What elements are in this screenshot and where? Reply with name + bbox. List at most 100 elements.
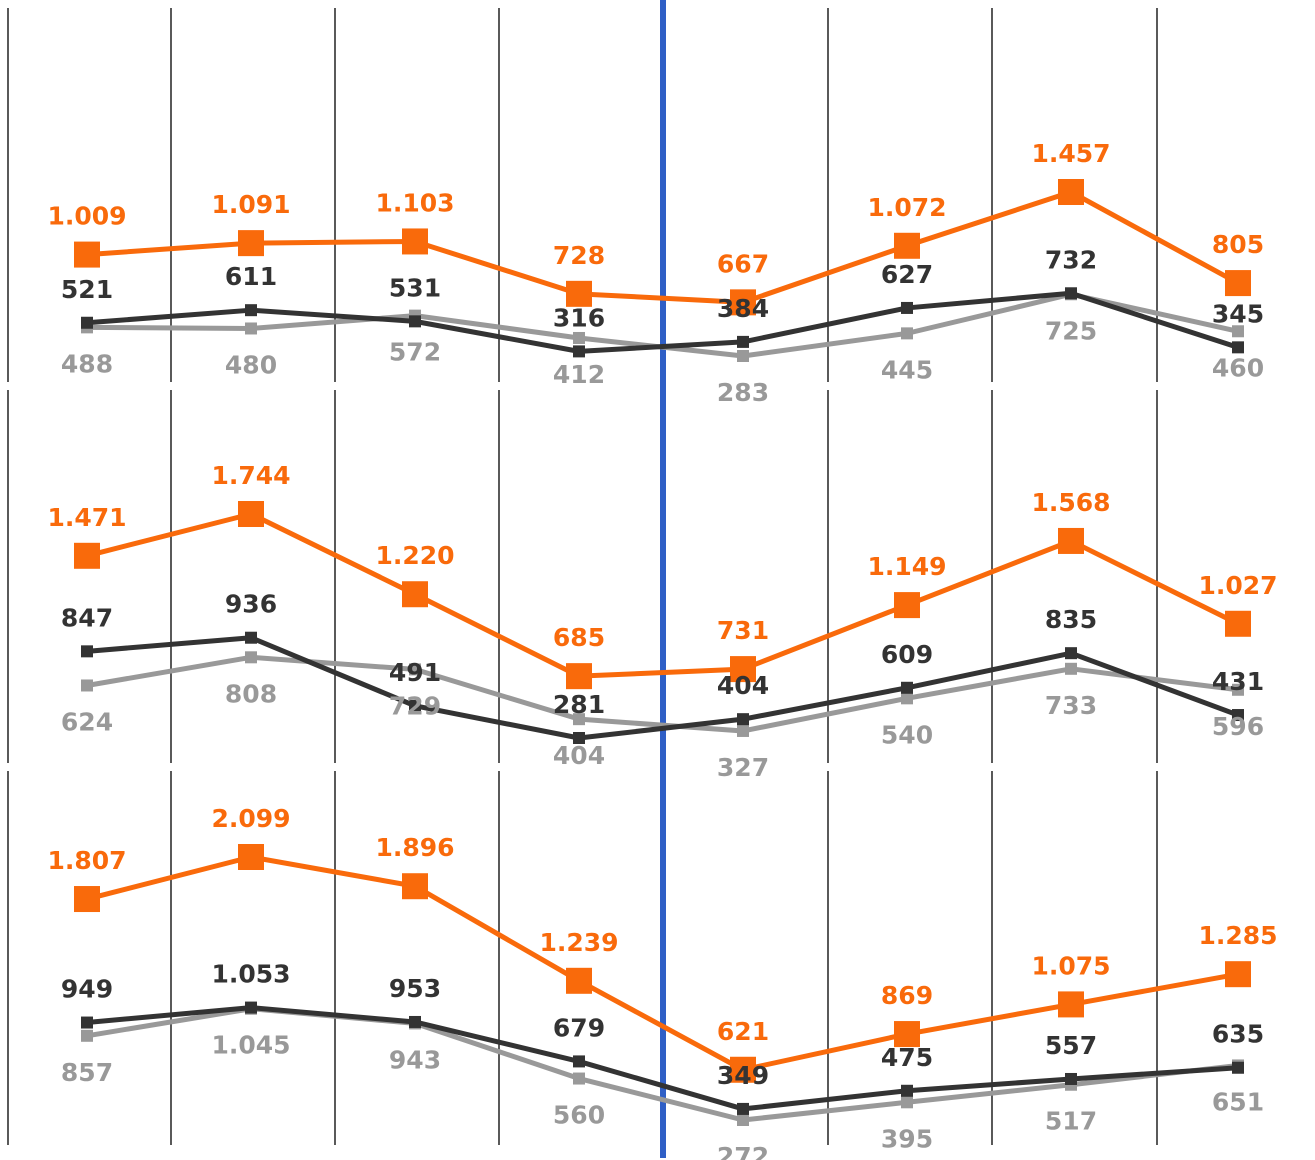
label-orange-panel-2-3: 1.220 [375, 541, 454, 570]
label-gray-panel-2-3: 729 [389, 691, 441, 720]
label-gray-panel-2-2: 808 [225, 679, 277, 708]
point-dark-panel-1-3 [409, 315, 421, 328]
label-dark-panel-3-8: 635 [1212, 1020, 1264, 1049]
point-dark-panel-2-8 [1232, 709, 1244, 722]
label-gray-panel-2-6: 540 [881, 720, 933, 749]
point-dark-panel-2-3 [409, 699, 421, 712]
point-dark-panel-1-5 [737, 335, 749, 348]
label-gray-panel-3-5: 272 [717, 1142, 769, 1160]
label-orange-panel-3-7: 1.075 [1031, 951, 1110, 980]
label-orange-panel-1-1: 1.009 [47, 202, 126, 231]
point-gray-panel-3-5 [737, 1114, 749, 1126]
label-gray-panel-2-1: 624 [61, 707, 113, 736]
label-dark-panel-2-8: 431 [1212, 667, 1264, 696]
point-orange-panel-2-6 [894, 592, 920, 619]
label-dark-panel-1-2: 611 [225, 262, 277, 291]
label-orange-panel-1-3: 1.103 [375, 188, 454, 217]
label-orange-panel-3-3: 1.896 [375, 833, 454, 862]
series-line-dark-panel-1 [86, 290, 1239, 354]
label-gray-panel-2-4: 404 [553, 741, 605, 770]
point-orange-panel-3-6 [894, 1021, 920, 1048]
label-dark-panel-2-4: 281 [553, 690, 605, 719]
point-orange-panel-3-7 [1058, 991, 1084, 1018]
point-gray-panel-3-4 [573, 1072, 585, 1085]
label-dark-panel-2-1: 847 [61, 603, 113, 632]
point-dark-panel-2-7 [1065, 647, 1077, 660]
label-orange-panel-2-5: 731 [717, 616, 769, 645]
label-dark-panel-3-6: 475 [881, 1043, 933, 1072]
label-gray-panel-1-4: 412 [553, 360, 605, 389]
point-dark-panel-1-6 [901, 301, 913, 314]
label-gray-panel-1-3: 572 [389, 338, 441, 367]
point-gray-panel-2-2 [245, 651, 257, 664]
label-gray-panel-2-7: 733 [1045, 691, 1097, 720]
series-layer [74, 179, 1251, 1126]
label-gray-panel-1-5: 283 [717, 378, 769, 407]
point-gray-panel-1-4 [573, 331, 585, 344]
label-orange-panel-2-1: 1.471 [47, 503, 126, 532]
divider [660, 0, 666, 1158]
point-gray-panel-2-7 [1065, 662, 1077, 675]
point-orange-panel-1-8 [1225, 270, 1251, 297]
label-dark-panel-2-6: 609 [881, 640, 933, 669]
point-orange-panel-2-8 [1225, 610, 1251, 637]
label-dark-panel-1-5: 384 [717, 294, 769, 323]
point-orange-panel-1-6 [894, 232, 920, 259]
point-orange-panel-3-8 [1225, 961, 1251, 988]
point-orange-panel-3-2 [238, 844, 264, 870]
series-line-gray-panel-2 [86, 654, 1239, 734]
point-dark-panel-3-1 [81, 1016, 93, 1029]
label-gray-panel-3-2: 1.045 [211, 1031, 290, 1060]
label-gray-panel-3-6: 395 [881, 1124, 933, 1153]
label-orange-panel-1-4: 728 [553, 241, 605, 270]
data-labels: 1.009 1.091 1.103 728 667 1.072 1.457 805 521 611… [47, 139, 1277, 1160]
point-gray-panel-2-6 [901, 692, 913, 705]
point-gray-panel-2-8 [1232, 683, 1244, 696]
label-orange-panel-1-5: 667 [717, 249, 769, 278]
point-dark-panel-3-6 [901, 1084, 913, 1097]
point-dark-panel-3-2 [245, 1001, 257, 1014]
label-gray-panel-1-2: 480 [225, 350, 277, 379]
label-orange-panel-3-6: 869 [881, 981, 933, 1010]
label-gray-panel-1-8: 460 [1212, 353, 1264, 382]
point-orange-panel-1-5 [730, 289, 756, 316]
series-line-orange-panel-2 [86, 511, 1240, 679]
point-dark-panel-3-5 [737, 1102, 749, 1115]
point-gray-panel-3-6 [901, 1096, 913, 1109]
point-gray-panel-2-5 [737, 724, 749, 737]
label-gray-panel-3-7: 517 [1045, 1107, 1097, 1136]
point-orange-panel-3-5 [730, 1056, 756, 1083]
label-dark-panel-3-4: 679 [553, 1013, 605, 1042]
label-dark-panel-2-5: 404 [717, 671, 769, 700]
label-dark-panel-2-2: 936 [225, 590, 277, 619]
series-line-dark-panel-3 [86, 1005, 1239, 1112]
label-dark-panel-3-2: 1.053 [211, 960, 290, 989]
point-dark-panel-1-4 [573, 345, 585, 358]
label-orange-panel-3-8: 1.285 [1198, 921, 1277, 950]
point-orange-panel-1-1 [74, 241, 100, 268]
label-dark-panel-2-3: 491 [389, 658, 441, 687]
point-dark-panel-3-7 [1065, 1072, 1077, 1085]
label-orange-panel-2-6: 1.149 [867, 552, 946, 581]
label-dark-panel-1-7: 732 [1045, 245, 1097, 274]
point-gray-panel-3-1 [81, 1029, 93, 1042]
label-orange-panel-1-8: 805 [1212, 230, 1264, 259]
label-orange-panel-2-7: 1.568 [1031, 488, 1110, 517]
point-dark-panel-1-7 [1065, 287, 1077, 300]
point-orange-panel-3-4 [566, 967, 592, 994]
point-orange-panel-2-1 [74, 542, 100, 569]
divider-line [660, 0, 666, 1158]
point-dark-panel-2-1 [81, 645, 93, 658]
point-orange-panel-2-4 [566, 663, 592, 690]
label-gray-panel-3-3: 943 [389, 1045, 441, 1074]
label-gray-panel-3-1: 857 [61, 1058, 113, 1087]
point-dark-panel-2-5 [737, 713, 749, 726]
point-orange-panel-3-1 [74, 886, 100, 913]
point-gray-panel-1-5 [737, 350, 749, 362]
point-gray-panel-1-8 [1232, 325, 1244, 338]
label-dark-panel-3-3: 953 [389, 974, 441, 1003]
series-line-dark-panel-2 [86, 635, 1239, 741]
point-orange-panel-2-3 [402, 581, 428, 608]
label-dark-panel-1-1: 521 [61, 275, 113, 304]
label-dark-panel-1-6: 627 [881, 260, 933, 289]
